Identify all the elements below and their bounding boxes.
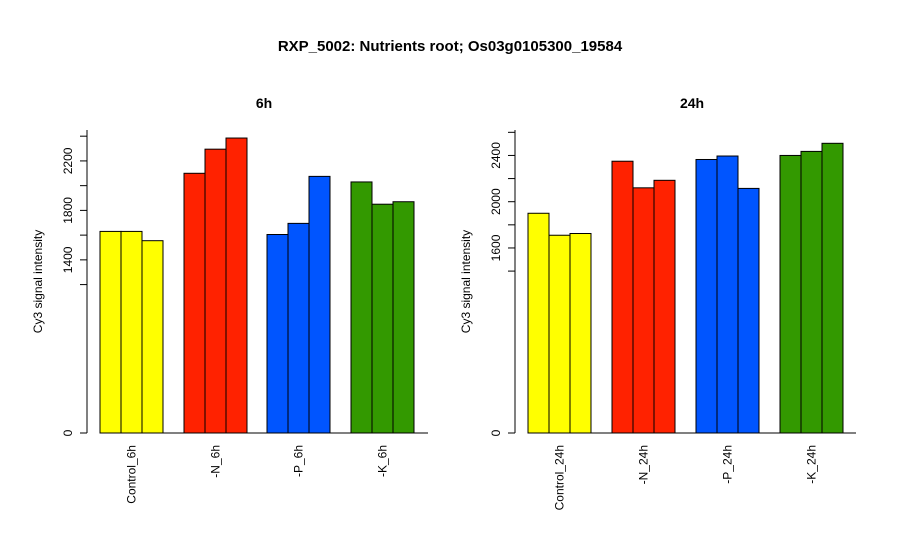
bar-1-0-1 — [548, 234, 571, 434]
y-tick-label-0-1: 1400 — [61, 246, 75, 273]
bar-1-1-2 — [653, 179, 676, 434]
bar-0-1-1 — [204, 148, 227, 434]
bar-0-1-0 — [183, 172, 206, 434]
bar-1-3-0 — [779, 154, 802, 434]
y-axis-label-1: Cy3 signal intensity — [459, 230, 473, 333]
x-tick-label-1-3: -K_24h — [805, 445, 819, 484]
bar-0-3-1 — [371, 203, 394, 434]
bar-1-3-1 — [800, 150, 823, 434]
bar-1-0-0 — [527, 212, 550, 434]
bar-1-0-2 — [569, 233, 592, 434]
bar-0-3-0 — [350, 181, 373, 434]
bar-0-2-0 — [266, 234, 289, 434]
panel-title-1: 24h — [680, 95, 704, 111]
y-tick-label-0-0: 0 — [61, 429, 75, 436]
bar-1-2-2 — [737, 187, 760, 434]
bar-0-2-1 — [287, 222, 310, 434]
x-tick-label-0-3: -K_6h — [376, 445, 390, 477]
bar-0-2-2 — [308, 175, 331, 434]
x-tick-label-1-1: -N_24h — [637, 445, 651, 484]
y-tick-label-0-2: 1800 — [61, 197, 75, 224]
x-tick-label-1-2: -P_24h — [721, 445, 735, 484]
y-tick-label-0-3: 2200 — [61, 147, 75, 174]
bar-0-1-2 — [225, 137, 248, 434]
bar-1-1-1 — [632, 187, 655, 434]
x-tick-label-0-1: -N_6h — [209, 445, 223, 478]
x-tick-label-0-2: -P_6h — [292, 445, 306, 477]
bar-1-3-2 — [821, 142, 844, 434]
x-tick-label-1-0: Control_24h — [553, 445, 567, 510]
y-tick-label-1-3: 2400 — [489, 142, 503, 169]
y-tick-label-1-1: 1600 — [489, 234, 503, 261]
y-tick-label-1-2: 2000 — [489, 188, 503, 215]
bar-0-0-1 — [120, 230, 143, 434]
y-axis-label-0: Cy3 signal intensity — [31, 230, 45, 333]
bar-0-0-2 — [141, 240, 164, 434]
x-tick-label-0-0: Control_6h — [125, 445, 139, 504]
bar-1-1-0 — [611, 160, 634, 434]
y-tick-label-1-0: 0 — [489, 429, 503, 436]
chart-main-title: RXP_5002: Nutrients root; Os03g0105300_1… — [277, 38, 623, 55]
bar-1-2-1 — [716, 155, 739, 434]
bar-0-0-0 — [99, 230, 122, 434]
bar-0-3-2 — [392, 201, 415, 434]
bar-1-2-0 — [695, 158, 718, 434]
panel-title-0: 6h — [256, 95, 272, 111]
